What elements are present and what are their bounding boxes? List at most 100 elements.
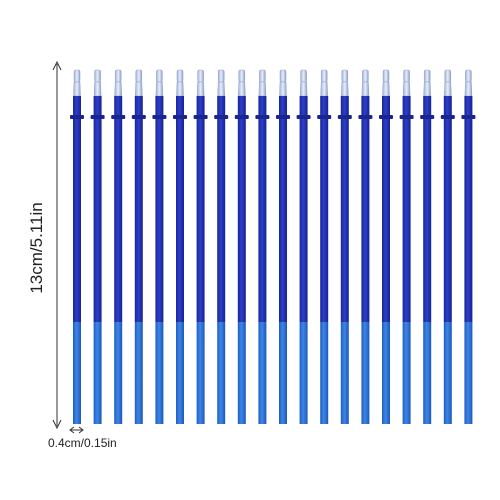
refill (399, 69, 414, 424)
refill-neck (402, 96, 411, 116)
refill-tip (135, 69, 143, 83)
arrow-head (52, 419, 62, 430)
refill-neck (258, 96, 267, 116)
refill-neck (382, 96, 390, 116)
refill-tip (362, 69, 369, 83)
refill-cone (444, 81, 452, 97)
refill-body-dark (464, 119, 473, 322)
refill-tip (403, 69, 410, 83)
refill-ring (461, 115, 476, 119)
refill-cone (238, 81, 246, 97)
refill-body-light (237, 322, 246, 424)
refill (276, 69, 290, 424)
refill-neck (237, 96, 246, 116)
refill-neck (114, 96, 123, 116)
refill-neck (299, 96, 308, 116)
refill-body-dark (134, 119, 143, 322)
refill-ring (296, 115, 311, 119)
refill-cone (423, 81, 431, 97)
refill-body-dark (258, 119, 267, 322)
refill-cone (361, 81, 370, 97)
refill-neck (93, 96, 102, 116)
refill-ring (420, 115, 435, 119)
refill-cone (464, 81, 473, 97)
refill-body-light (361, 322, 370, 424)
refill-ring (358, 115, 373, 119)
refill-cone (299, 81, 308, 97)
refill-body-light (93, 322, 102, 424)
refill-neck (217, 96, 226, 116)
refill (214, 69, 229, 424)
refill-tip (259, 69, 266, 83)
refill-body-dark (382, 119, 390, 322)
refill-tip (238, 69, 246, 83)
refill-ring (276, 115, 290, 119)
refill-body-light (464, 322, 473, 424)
refill-body-dark (402, 119, 411, 322)
refill-cone (93, 81, 102, 97)
refill (70, 69, 84, 424)
refill-tip (444, 69, 452, 83)
refill-body-light (134, 322, 143, 424)
refill (461, 69, 476, 424)
arrow-head (69, 426, 84, 434)
refill-body-dark (443, 119, 452, 322)
refill-body-light (340, 322, 349, 424)
refill-ring (214, 115, 229, 119)
refill-body-light (402, 322, 411, 424)
refill-neck (361, 96, 370, 116)
refill-tip (197, 69, 204, 83)
refill-cone (135, 81, 143, 97)
width-label: 0.4cm/0.15in (48, 436, 117, 450)
refill (358, 69, 373, 424)
refill-neck (196, 96, 205, 116)
refill-neck (340, 96, 349, 116)
refill-tip (279, 69, 287, 83)
refill-tip (217, 69, 225, 83)
refill (111, 69, 126, 424)
refill-body-dark (361, 119, 370, 322)
refill (317, 69, 332, 424)
refill-neck (155, 96, 164, 116)
refill-tip (114, 69, 122, 83)
refill-tip (300, 69, 307, 83)
refill-body-dark (320, 119, 329, 322)
refill-body-dark (217, 119, 226, 322)
refill-body-dark (423, 119, 432, 322)
refill-ring (337, 115, 352, 119)
refill-cone (196, 81, 205, 97)
refill-body-dark (114, 119, 123, 322)
refill-neck (423, 96, 432, 116)
refill-ring (111, 115, 126, 119)
refill-cone (382, 81, 390, 97)
refill-body-light (176, 322, 184, 424)
refill-body-dark (196, 119, 205, 322)
refill-tip (320, 69, 328, 83)
refill-body-light (114, 322, 123, 424)
refill-body-dark (155, 119, 164, 322)
refill-ring (173, 115, 187, 119)
refill-body-light (258, 322, 267, 424)
refill-body-light (443, 322, 452, 424)
refill-tip (423, 69, 431, 83)
refill-cone (279, 81, 287, 97)
refill-neck (464, 96, 473, 116)
refill-tip (156, 69, 163, 83)
refill (337, 69, 352, 424)
refill-ring (193, 115, 208, 119)
refill-body-light (423, 322, 432, 424)
refill (440, 69, 455, 424)
refill-ring (255, 115, 270, 119)
refill-ring (70, 115, 84, 119)
refill-ring (131, 115, 146, 119)
refill (255, 69, 270, 424)
refill-cone (402, 81, 411, 97)
refill-cone (320, 81, 328, 97)
refill-tip (73, 69, 81, 83)
refill-body-light (382, 322, 390, 424)
refill (173, 69, 187, 424)
refills (70, 69, 476, 424)
refill-ring (399, 115, 414, 119)
refill (379, 69, 393, 424)
refill (152, 69, 167, 424)
